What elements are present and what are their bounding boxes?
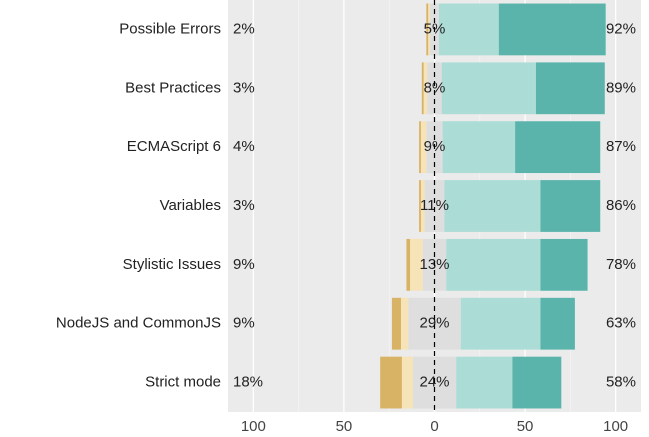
bar-segment xyxy=(515,121,601,174)
bar-segment xyxy=(421,62,424,115)
x-tick-label: 100 xyxy=(603,418,628,435)
bar-segment xyxy=(512,356,562,409)
x-tick-label: 50 xyxy=(336,418,353,435)
low-label: 3% xyxy=(233,79,255,96)
low-label: 9% xyxy=(233,256,255,273)
high-label: 86% xyxy=(606,197,636,214)
category-label: Strict mode xyxy=(145,374,221,391)
high-label: 78% xyxy=(606,256,636,273)
bar-segment xyxy=(441,62,536,115)
bar-segment xyxy=(442,121,516,174)
bar-segment xyxy=(428,3,430,56)
low-label: 2% xyxy=(233,20,255,37)
neutral-label: 29% xyxy=(419,315,449,332)
low-label: 9% xyxy=(233,315,255,332)
neutral-label: 11% xyxy=(420,197,449,214)
high-label: 89% xyxy=(606,79,636,96)
high-label: 92% xyxy=(606,20,636,37)
bar-segment xyxy=(401,356,413,409)
bar-segment xyxy=(444,180,541,232)
bar-segment xyxy=(456,356,513,409)
x-tick-label: 50 xyxy=(517,418,534,435)
category-label: ECMAScript 6 xyxy=(127,138,221,155)
bar-segment xyxy=(540,297,575,350)
bar-segment xyxy=(446,238,541,291)
bar-segment xyxy=(540,180,601,232)
high-label: 58% xyxy=(606,374,636,391)
category-label: Stylistic Issues xyxy=(123,256,221,273)
bar-segment xyxy=(419,180,421,232)
bar-segment xyxy=(400,297,409,350)
x-tick-label: 100 xyxy=(241,418,266,435)
bar-segment xyxy=(410,238,423,291)
high-label: 87% xyxy=(606,138,636,155)
high-label: 63% xyxy=(606,315,636,332)
category-label: Possible Errors xyxy=(119,20,221,37)
bar-segment xyxy=(540,238,588,291)
category-label: Best Practices xyxy=(125,79,221,96)
bar-segment xyxy=(420,121,427,174)
bar-segment xyxy=(380,356,402,409)
x-tick-label: 0 xyxy=(430,418,438,435)
low-label: 3% xyxy=(233,197,255,214)
category-label: Variables xyxy=(160,197,221,214)
category-label: NodeJS and CommonJS xyxy=(56,315,221,332)
bar-segment xyxy=(460,297,541,350)
bar-segment xyxy=(498,3,606,56)
bar-segment xyxy=(427,62,442,115)
bar-segment xyxy=(391,297,401,350)
bar-segment xyxy=(426,3,429,56)
low-label: 4% xyxy=(233,138,255,155)
bar-segment xyxy=(439,3,499,56)
bar-segment xyxy=(424,180,445,232)
bar-segment xyxy=(420,180,425,232)
neutral-label: 8% xyxy=(424,79,446,96)
low-label: 18% xyxy=(233,374,263,391)
bar-segment xyxy=(419,121,421,174)
bar-segment xyxy=(406,238,411,291)
bar-segment xyxy=(535,62,605,115)
bar-segment xyxy=(423,62,428,115)
